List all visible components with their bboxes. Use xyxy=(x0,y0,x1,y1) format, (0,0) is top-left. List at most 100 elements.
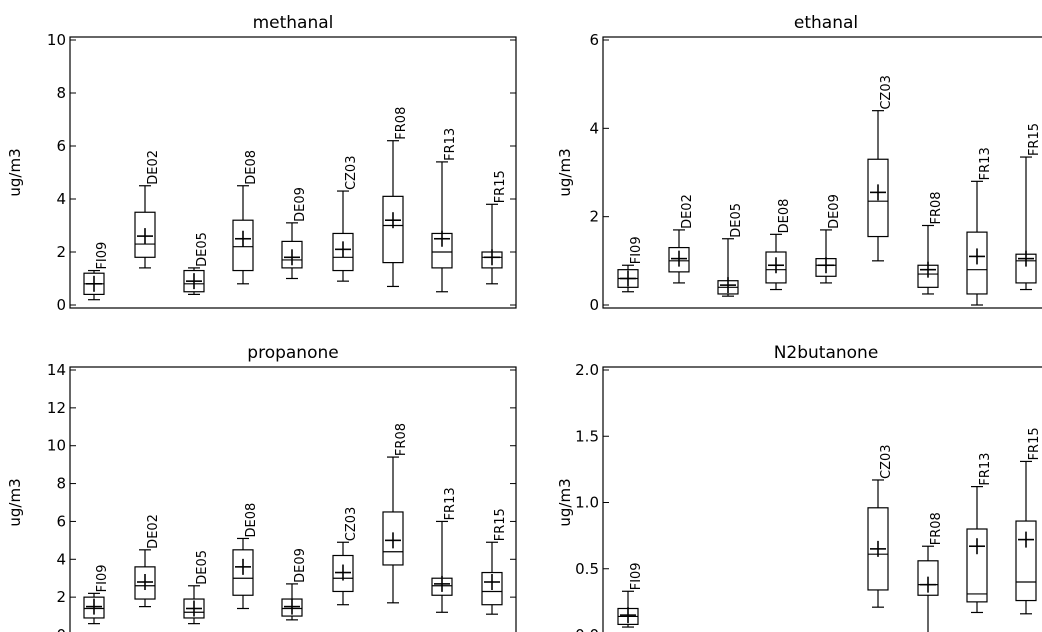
box-cz03: CZ03 xyxy=(332,156,359,282)
y-tick-label: 6 xyxy=(589,31,599,49)
y-axis-label: ug/m3 xyxy=(6,478,24,526)
y-tick-label: 2.0 xyxy=(575,361,599,379)
iqr-box xyxy=(183,598,205,619)
site-label: CZ03 xyxy=(344,507,359,542)
site-label: FR13 xyxy=(978,147,993,180)
site-label: FI09 xyxy=(95,564,110,592)
iqr-box xyxy=(966,528,988,603)
panel-methanal: methanal ug/m3 0 2 4 6 8 10 FI09 DE02 DE05 DE08 DE09… xyxy=(6,13,517,314)
y-tick-label: 6 xyxy=(56,137,66,155)
iqr-box xyxy=(83,596,105,619)
site-label: FR13 xyxy=(443,487,458,520)
y-tick-label: 2 xyxy=(589,208,599,226)
box-fi09: FI09 xyxy=(617,236,644,293)
iqr-box xyxy=(332,554,354,593)
iqr-box xyxy=(183,269,205,293)
site-label: FR08 xyxy=(929,512,944,545)
site-label: DE05 xyxy=(195,232,210,267)
y-tick-label: 2 xyxy=(56,243,66,261)
site-label: DE08 xyxy=(244,150,259,185)
box-de08: DE08 xyxy=(765,199,792,291)
box-cz03: CZ03 xyxy=(332,507,359,606)
y-tick-label: 6 xyxy=(56,512,66,530)
box-fi09: FI09 xyxy=(617,562,644,628)
plot-frame xyxy=(602,366,1042,632)
box-fr15: FR15 xyxy=(1015,123,1042,291)
site-label: DE02 xyxy=(146,150,161,185)
site-label: FR15 xyxy=(493,170,508,203)
y-tick-label: 1.0 xyxy=(575,494,599,512)
y-tick-label: 0.5 xyxy=(575,560,599,578)
iqr-box xyxy=(966,231,988,295)
site-label: DE02 xyxy=(146,514,161,549)
box-de05: DE05 xyxy=(183,550,210,625)
panel-ethanal: ethanal ug/m3 0 2 4 6 FI09 DE02 DE05 DE08 DE09 CZ03… xyxy=(556,13,1042,314)
box-fr15: FR15 xyxy=(481,170,508,285)
iqr-box xyxy=(668,246,690,273)
y-tick-label: 1.5 xyxy=(575,427,599,445)
site-label: DE08 xyxy=(777,199,792,234)
y-axis-label: ug/m3 xyxy=(556,478,574,526)
box-de08: DE08 xyxy=(232,503,259,610)
chart-title: N2butanone xyxy=(774,343,879,363)
y-tick-label: 4 xyxy=(56,190,66,208)
plot-frame xyxy=(69,366,517,632)
iqr-box xyxy=(382,511,404,566)
site-label: FI09 xyxy=(629,236,644,264)
site-label: FR15 xyxy=(1027,427,1042,460)
box-de02: DE02 xyxy=(134,150,161,269)
site-label: DE08 xyxy=(244,503,259,538)
y-tick-label: 0 xyxy=(589,296,599,314)
box-de05: DE05 xyxy=(717,203,744,297)
y-tick-label: 12 xyxy=(47,399,66,417)
iqr-box xyxy=(867,507,889,591)
box-de08: DE08 xyxy=(232,150,259,285)
iqr-box xyxy=(332,232,354,272)
site-label: CZ03 xyxy=(344,156,359,191)
iqr-box xyxy=(232,219,254,272)
site-label: DE05 xyxy=(195,550,210,585)
site-label: DE02 xyxy=(680,194,695,229)
y-axis-label: ug/m3 xyxy=(6,148,24,196)
site-label: DE09 xyxy=(827,194,842,229)
y-tick-label: 2 xyxy=(56,588,66,606)
y-tick-label: 4 xyxy=(589,119,599,137)
plot-frame xyxy=(602,36,1042,309)
box-fr13: FR13 xyxy=(431,487,458,613)
site-label: FR13 xyxy=(443,128,458,161)
box-fr08: FR08 xyxy=(917,191,944,295)
site-label: DE09 xyxy=(293,548,308,583)
iqr-box xyxy=(134,211,156,258)
y-tick-label: 10 xyxy=(47,437,66,455)
box-fr08: FR08 xyxy=(917,512,944,632)
box-fr13: FR13 xyxy=(966,453,993,614)
chart-title: ethanal xyxy=(794,13,858,33)
box-de09: DE09 xyxy=(281,548,308,621)
box-de02: DE02 xyxy=(134,514,161,608)
iqr-box xyxy=(765,251,787,284)
y-tick-label: 0.0 xyxy=(575,626,599,632)
y-tick-label: 0 xyxy=(56,626,66,632)
y-tick-label: 10 xyxy=(47,31,66,49)
panel-n2butanone: N2butanone ug/m3 0.0 0.5 1.0 1.5 2.0 FI09 CZ03 FR… xyxy=(556,343,1042,632)
box-fr08: FR08 xyxy=(382,107,409,288)
box-fr13: FR13 xyxy=(431,128,458,293)
box-fr15: FR15 xyxy=(1015,427,1042,615)
iqr-box xyxy=(281,240,303,269)
site-label: FI09 xyxy=(629,562,644,590)
site-label: FR15 xyxy=(493,508,508,541)
box-fr15: FR15 xyxy=(481,508,508,615)
site-label: FR08 xyxy=(929,191,944,224)
panel-propanone: propanone ug/m3 0 2 4 6 8 10 12 14 FI09 DE02 DE05 DE0… xyxy=(6,343,517,632)
y-tick-label: 8 xyxy=(56,84,66,102)
site-label: CZ03 xyxy=(879,75,894,110)
iqr-box xyxy=(134,566,156,600)
box-fi09: FI09 xyxy=(83,242,110,301)
iqr-box xyxy=(917,560,939,596)
iqr-box xyxy=(232,549,254,596)
site-label: FI09 xyxy=(95,242,110,270)
chart-title: methanal xyxy=(253,13,334,33)
y-tick-label: 14 xyxy=(47,361,66,379)
iqr-box xyxy=(1015,520,1037,602)
